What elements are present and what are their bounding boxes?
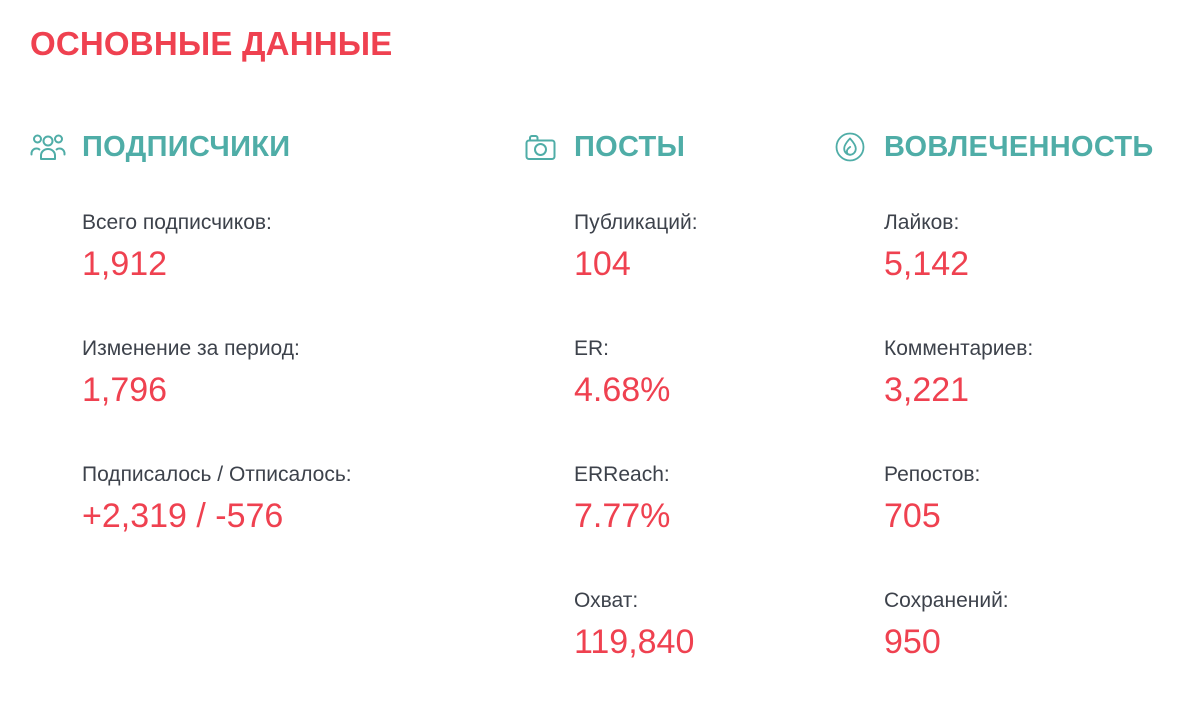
page-title: ОСНОВНЫЕ ДАННЫЕ: [30, 25, 393, 62]
stat-value: 705: [884, 497, 941, 535]
stat-value: 4.68%: [574, 371, 671, 409]
stat-value: 5,142: [884, 245, 970, 283]
stat-label: Комментариев:: [884, 337, 1034, 360]
stat-item: Публикаций: 104: [574, 210, 832, 284]
stats-list: Публикаций: 104 ER: 4.68% ERReach: 7.77%…: [574, 210, 832, 662]
stat-value: 119,840: [574, 623, 695, 661]
stat-item: Охват: 119,840: [574, 588, 832, 662]
stat-item: Сохранений: 950: [884, 588, 1172, 662]
section-title: ВОВЛЕЧЕННОСТЬ: [884, 131, 1154, 163]
stat-label: Лайков:: [884, 211, 960, 234]
stat-value: 1,796: [82, 371, 168, 409]
stat-label: Публикаций:: [574, 211, 698, 234]
stat-value: 1,912: [82, 245, 168, 283]
stat-value: 3,221: [884, 371, 970, 409]
stats-list: Лайков: 5,142 Комментариев: 3,221 Репост…: [884, 210, 1172, 662]
stat-item: Репостов: 705: [884, 462, 1172, 536]
stat-label: Изменение за период:: [82, 337, 300, 360]
users-icon: [30, 131, 66, 163]
stat-label: ER:: [574, 337, 610, 360]
section-header: ВОВЛЕЧЕННОСТЬ: [832, 130, 1172, 164]
stat-value: +2,319 / -576: [82, 497, 284, 535]
stat-label: Всего подписчиков:: [82, 211, 272, 234]
stat-item: Подписалось / Отписалось: +2,319 / -576: [82, 462, 522, 536]
stats-section: ПОДПИСЧИКИ Всего подписчиков: 1,912 Изме…: [30, 130, 522, 714]
stat-value: 104: [574, 245, 631, 283]
stat-item: ERReach: 7.77%: [574, 462, 832, 536]
stats-section: ВОВЛЕЧЕННОСТЬ Лайков: 5,142 Комментариев…: [832, 130, 1172, 714]
stat-label: Репостов:: [884, 463, 981, 486]
stat-value: 7.77%: [574, 497, 671, 535]
stat-item: ER: 4.68%: [574, 336, 832, 410]
stat-label: Сохранений:: [884, 589, 1009, 612]
stat-item: Изменение за период: 1,796: [82, 336, 522, 410]
stats-section: ПОСТЫ Публикаций: 104 ER: 4.68% ERReach:…: [522, 130, 832, 714]
stat-label: ERReach:: [574, 463, 670, 486]
section-header: ПОСТЫ: [522, 130, 832, 164]
sections-row: ПОДПИСЧИКИ Всего подписчиков: 1,912 Изме…: [30, 130, 1186, 714]
section-title: ПОДПИСЧИКИ: [82, 131, 291, 163]
stat-value: 950: [884, 623, 941, 661]
camera-icon: [522, 131, 558, 163]
stat-item: Комментариев: 3,221: [884, 336, 1172, 410]
flame-icon: [832, 131, 868, 163]
stats-list: Всего подписчиков: 1,912 Изменение за пе…: [82, 210, 522, 536]
stat-item: Всего подписчиков: 1,912: [82, 210, 522, 284]
stat-item: Лайков: 5,142: [884, 210, 1172, 284]
stat-label: Охват:: [574, 589, 639, 612]
section-header: ПОДПИСЧИКИ: [30, 130, 522, 164]
section-title: ПОСТЫ: [574, 131, 686, 163]
stat-label: Подписалось / Отписалось:: [82, 463, 352, 486]
